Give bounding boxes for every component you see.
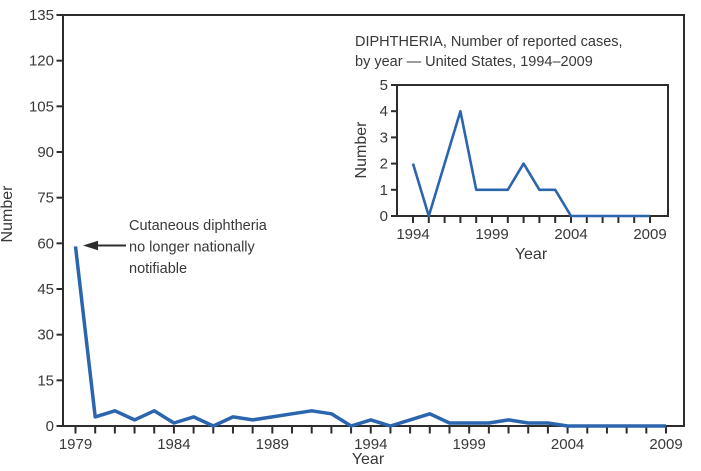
x-tick-label: 1994	[396, 226, 429, 243]
x-tick-label: 2009	[633, 226, 666, 243]
inset-x-axis-title: Year	[515, 246, 548, 263]
annotation-line-3: notifiable	[129, 261, 187, 277]
x-tick-label: 1989	[256, 436, 289, 453]
y-tick-label: 0	[380, 208, 388, 225]
annotation-arrow-icon	[83, 240, 126, 251]
annotation-line-2: no longer nationally	[129, 240, 256, 256]
y-tick-label: 105	[29, 98, 54, 115]
y-tick-label: 30	[37, 327, 54, 344]
main-y-axis-title: Number	[0, 185, 16, 243]
y-tick-label: 2	[380, 156, 388, 173]
x-tick-label: 1994	[354, 436, 387, 453]
inset-chart: 0 1 2 3 4 5 1994 1999 2004 2009	[380, 77, 669, 243]
plot-box	[62, 14, 685, 427]
y-tick-label: 60	[37, 235, 54, 252]
x-tick-label: 1984	[157, 436, 190, 453]
y-tick-label: 0	[46, 418, 54, 435]
x-tick-label: 2009	[649, 436, 682, 453]
x-tick-label: 1999	[475, 226, 508, 243]
x-tick-label: 1979	[59, 436, 92, 453]
x-tick-label: 2004	[551, 436, 584, 453]
y-tick-label: 3	[380, 129, 388, 146]
y-tick-label: 90	[37, 144, 54, 161]
y-tick-label: 75	[37, 190, 54, 207]
x-tick-label: 1999	[452, 436, 485, 453]
y-tick-label: 5	[380, 77, 388, 94]
y-tick-label: 4	[380, 103, 388, 120]
x-tick-label: 2004	[554, 226, 587, 243]
inset-title-line-2: by year — United States, 1994–2009	[355, 54, 593, 70]
y-tick-label: 120	[29, 53, 54, 70]
y-tick-label: 135	[29, 7, 54, 24]
y-tick-label: 45	[37, 281, 54, 298]
annotation: Cutaneous diphtheria no longer nationall…	[83, 218, 268, 277]
inset-y-axis-title: Number	[353, 121, 370, 179]
y-tick-label: 15	[37, 372, 54, 389]
cases-line-series	[411, 109, 650, 218]
inset-title-line-1: DIPHTHERIA, Number of reported cases,	[355, 34, 623, 50]
plot-box	[396, 84, 669, 217]
y-tick-label: 1	[380, 182, 388, 199]
cases-line-series	[73, 246, 666, 428]
main-x-axis-title: Year	[352, 451, 385, 468]
annotation-line-1: Cutaneous diphtheria	[129, 218, 268, 234]
